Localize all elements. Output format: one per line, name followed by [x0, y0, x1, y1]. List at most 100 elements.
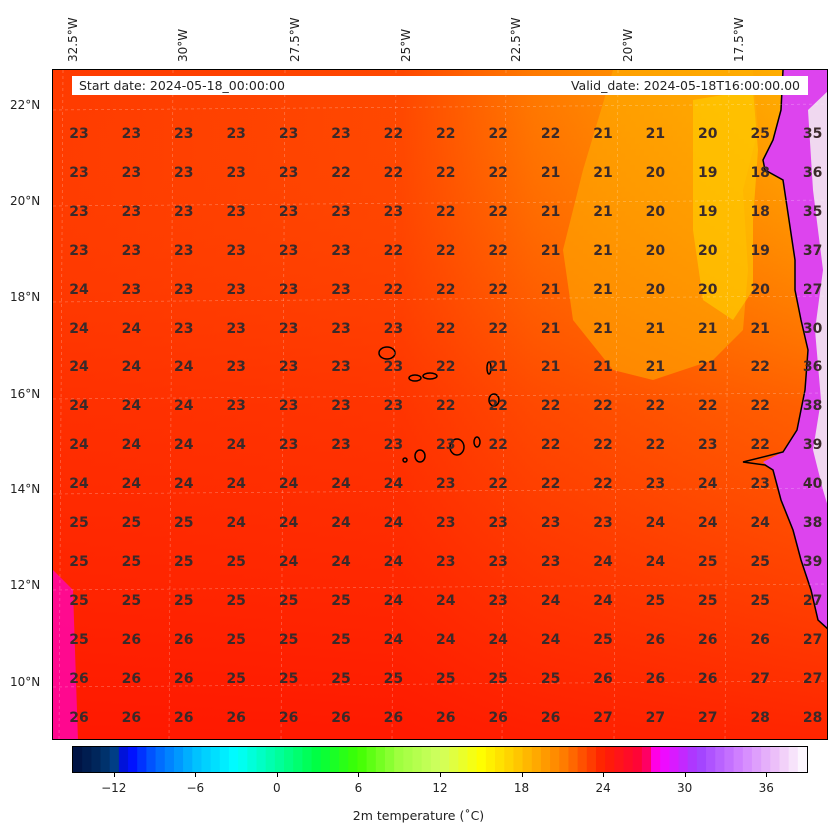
grid-value: 25: [121, 592, 142, 609]
grid-value: 23: [69, 164, 89, 181]
meridian-line: [58, 70, 64, 739]
lat-label: 10°N: [10, 675, 41, 689]
colorbar-bin: [412, 747, 423, 772]
colorbar-tick: [358, 773, 360, 777]
colorbar-bin: [155, 747, 166, 772]
grid-value: 24: [121, 359, 142, 376]
grid-value: 19: [698, 203, 718, 220]
grid-value: 27: [802, 631, 823, 648]
grid-value: 25: [226, 553, 246, 570]
grid-value: 23: [278, 164, 299, 181]
grid-value: 25: [750, 126, 770, 142]
grid-value: 23: [331, 398, 351, 415]
grid-value: 26: [645, 631, 666, 648]
grid-value: 22: [436, 359, 456, 376]
grid-value: 24: [69, 359, 89, 376]
lat-label: 12°N: [10, 578, 41, 592]
colorbar: [72, 746, 808, 773]
grid-value: 23: [645, 476, 666, 493]
colorbar-bin: [476, 747, 487, 772]
lat-label: 20°N: [10, 194, 41, 208]
grid-value: 22: [488, 203, 508, 220]
grid-value: 21: [540, 359, 561, 376]
grid-value: 22: [436, 242, 456, 259]
grid-value: 25: [174, 515, 194, 531]
colorbar-tick-label: 0: [273, 781, 281, 795]
grid-value: 23: [331, 126, 351, 142]
grid-value: 23: [174, 242, 194, 259]
grid-value: 26: [69, 670, 89, 687]
grid-value: 39: [802, 553, 823, 570]
inland-hot-zone: [808, 91, 827, 504]
grid-value: 27: [802, 592, 823, 609]
start-date-label: Start date: 2024-05-18_00:00:00: [79, 78, 285, 93]
grid-value: 24: [69, 398, 89, 415]
colorbar-bin: [706, 747, 716, 772]
date-header: Start date: 2024-05-18_00:00:00 Valid_da…: [72, 76, 808, 95]
grid-value: 22: [383, 164, 404, 181]
colorbar-bin: [614, 747, 625, 772]
colorbar-bin: [669, 747, 680, 772]
grid-value: 24: [174, 476, 194, 493]
grid-value: 22: [645, 437, 666, 454]
colorbar-bin: [192, 747, 203, 772]
west-hot-strip: [53, 570, 78, 739]
colorbar-bin: [513, 747, 524, 772]
grid-value: 38: [802, 515, 823, 531]
grid-value: 30: [802, 320, 823, 337]
meridian-line: [280, 70, 286, 739]
colorbar-bin: [128, 747, 138, 772]
grid-value: 23: [226, 203, 246, 220]
grid-value: 24: [698, 515, 718, 531]
lon-label: 32.5°W: [66, 17, 80, 62]
grid-value: 20: [698, 126, 718, 142]
grid-value: 21: [698, 359, 718, 376]
grid-value: 24: [226, 476, 246, 493]
grid-value: 22: [488, 281, 508, 298]
grid-value: 22: [488, 320, 508, 337]
colorbar-tick-label: 30: [677, 781, 693, 795]
colorbar-bin: [761, 747, 771, 772]
lon-label: 30°W: [176, 28, 190, 62]
colorbar-bin: [302, 747, 313, 772]
grid-value: 22: [436, 398, 456, 415]
cool-core-zone: [693, 90, 758, 320]
grid-value: 20: [750, 281, 770, 298]
grid-value: 23: [436, 476, 456, 493]
colorbar-bin: [118, 747, 129, 772]
colorbar-tick: [766, 773, 768, 777]
colorbar-bin: [228, 747, 239, 772]
grid-value: 23: [121, 203, 142, 220]
colorbar-bin: [201, 747, 212, 772]
grid-value: 22: [436, 126, 456, 142]
colorbar-bin: [715, 747, 726, 772]
grid-value: 21: [540, 320, 561, 337]
grid-value: 24: [69, 437, 89, 454]
grid-value: 24: [331, 515, 351, 531]
grid-value-labels: 23 23 23 23 23 23 22 22 22 22 21 21 20 25 35 23 23 23 23 23…: [53, 70, 827, 739]
lat-label: 22°N: [10, 98, 41, 112]
grid-value: 23: [69, 126, 89, 142]
colorbar-bin: [173, 747, 184, 772]
grid-value: 35: [802, 126, 823, 142]
colorbar-bin: [687, 747, 698, 772]
grid-value: 21: [540, 242, 561, 259]
grid-value: 24: [698, 476, 718, 493]
grid-value: 24: [121, 437, 142, 454]
grid-value: 25: [698, 553, 718, 570]
grid-value: 21: [540, 164, 561, 181]
grid-value: 22: [750, 398, 770, 415]
colorbar-bin: [357, 747, 368, 772]
grid-value: 23: [383, 203, 404, 220]
grid-value: 23: [488, 515, 508, 531]
colorbar-bin: [440, 747, 450, 772]
colorbar-bin: [256, 747, 267, 772]
grid-value: 25: [121, 515, 142, 531]
colorbar-tick-label: 18: [513, 781, 530, 795]
lat-label: 14°N: [10, 482, 41, 496]
colorbar-tick: [440, 773, 441, 777]
colorbar-bin: [210, 747, 221, 772]
grid-value: 25: [698, 592, 718, 609]
colorbar-title: 2m temperature (˚C): [352, 808, 485, 823]
colorbar-bin: [183, 747, 193, 772]
